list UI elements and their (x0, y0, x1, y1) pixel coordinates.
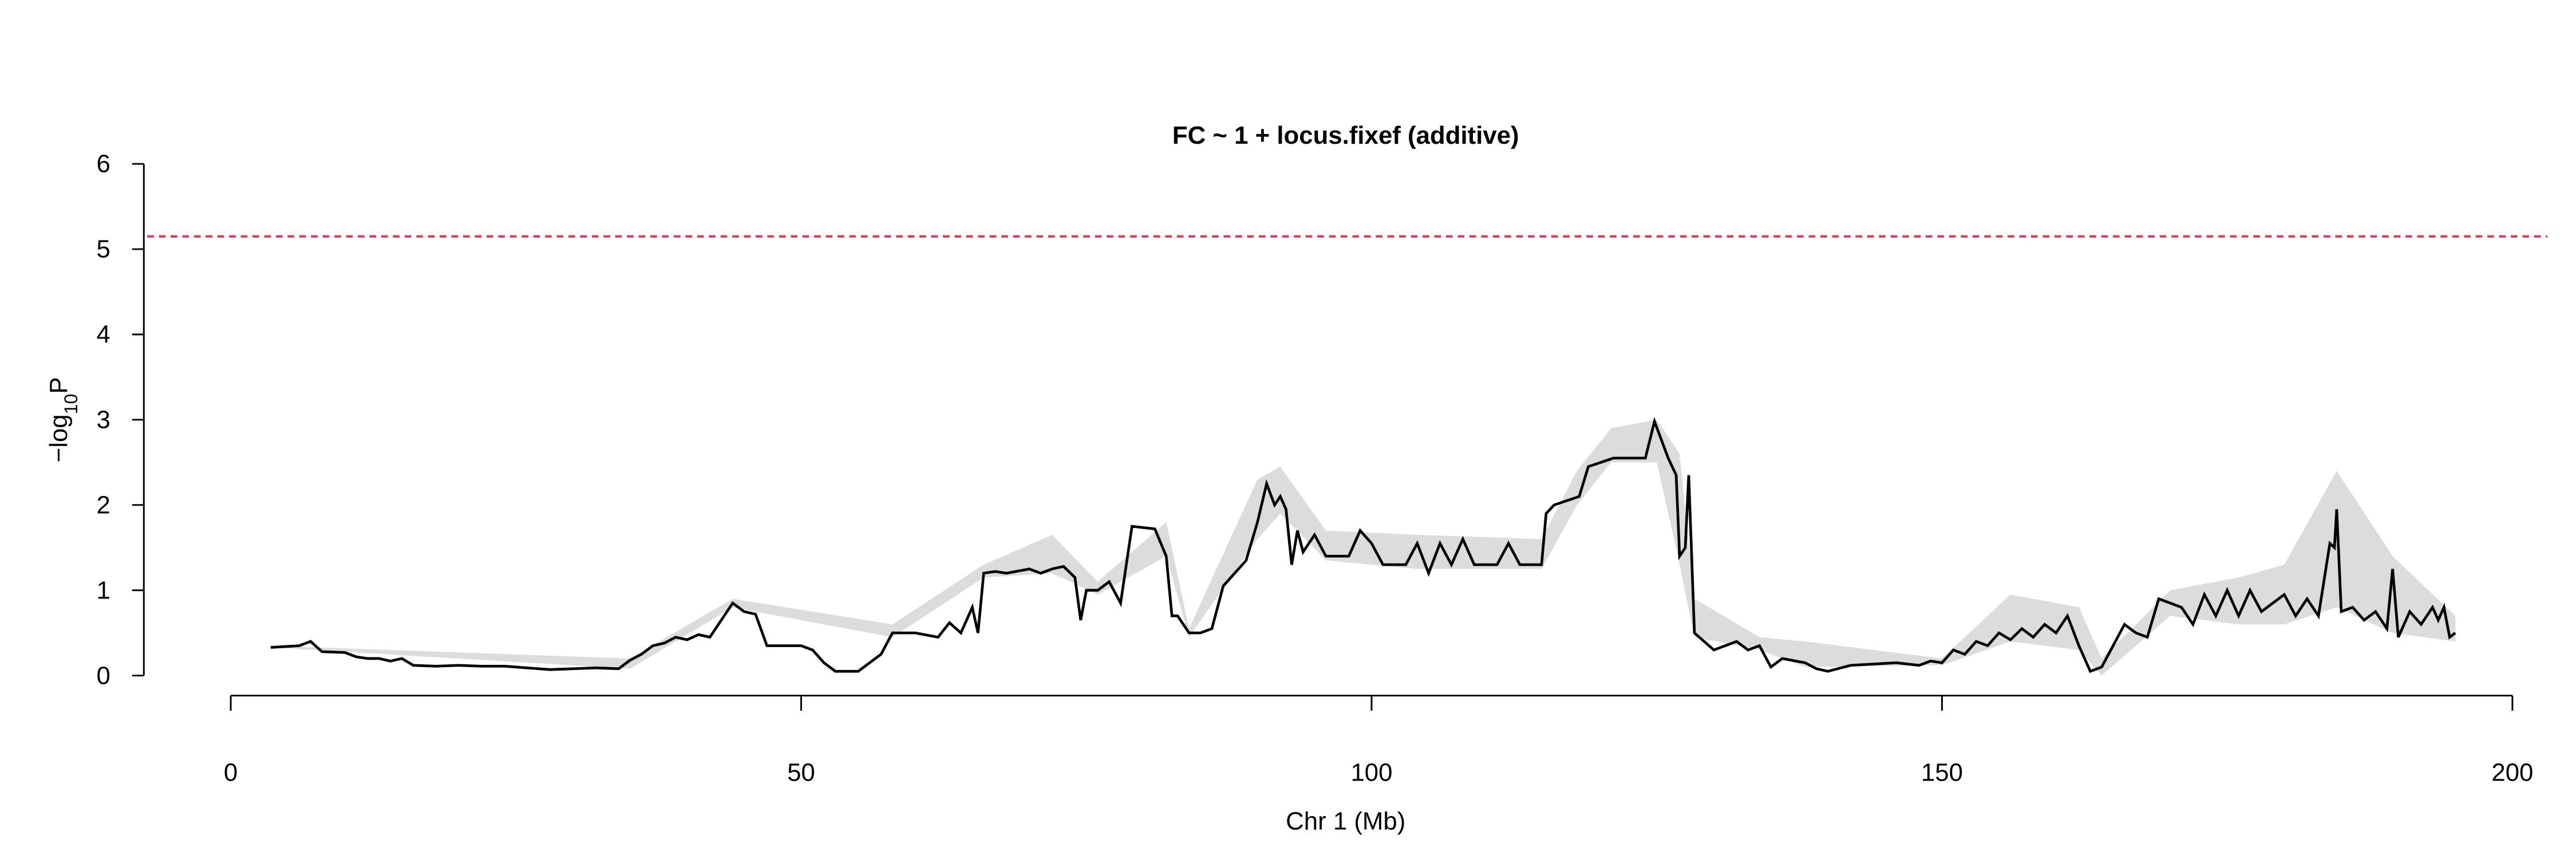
y-label-suffix: P (45, 377, 73, 393)
y-tick-label: 0 (97, 661, 110, 689)
x-tick-label: 150 (1921, 759, 1963, 787)
y-axis-label: −log10P (45, 377, 81, 462)
y-label-prefix: −log (45, 414, 73, 462)
x-tick-label: 50 (787, 759, 815, 787)
chart-title: FC ~ 1 + locus.fixef (additive) (1172, 121, 1519, 149)
x-tick-label: 200 (2491, 759, 2533, 787)
y-label-subscript: 10 (61, 394, 81, 415)
y-tick-label: 6 (97, 150, 110, 178)
y-tick-label: 4 (97, 321, 110, 349)
y-tick-label: 3 (97, 406, 110, 434)
confidence-band (270, 419, 2456, 676)
y-tick-label: 2 (97, 491, 110, 519)
y-tick-label: 5 (97, 235, 110, 263)
y-tick-label: 1 (97, 576, 110, 604)
x-tick-label: 0 (224, 759, 238, 787)
x-tick-label: 100 (1350, 759, 1392, 787)
lod-line (270, 417, 2456, 673)
x-axis-label: Chr 1 (Mb) (1286, 807, 1405, 835)
